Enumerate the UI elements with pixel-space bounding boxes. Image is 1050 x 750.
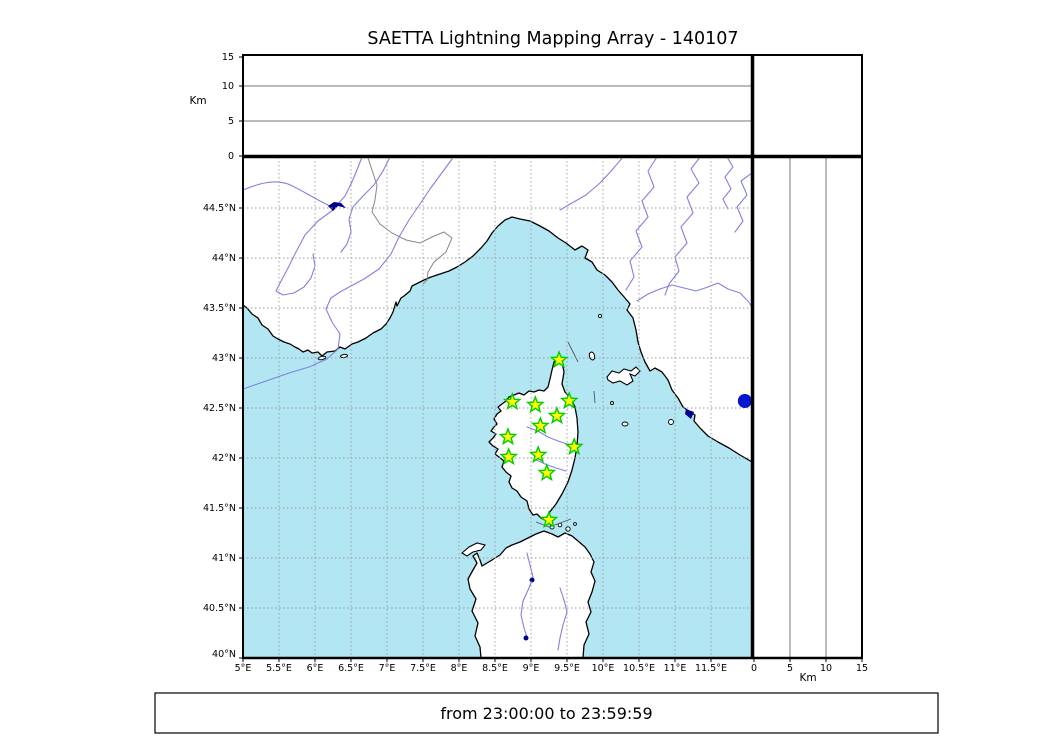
map-marks bbox=[535, 341, 596, 528]
lma-station-marker bbox=[502, 392, 522, 411]
lat-tick-label: 40°N bbox=[212, 649, 236, 660]
lon-tick-label: 11°E bbox=[664, 663, 687, 674]
lat-tick-label: 43°N bbox=[212, 353, 236, 364]
lat-tick-label: 42.5°N bbox=[203, 403, 236, 414]
lma-station-marker bbox=[547, 406, 567, 425]
map-panel bbox=[243, 157, 752, 658]
island-gorgona bbox=[597, 313, 603, 319]
island-capraia bbox=[588, 351, 596, 361]
lon-tick-label: 7°E bbox=[379, 663, 396, 674]
map-markers bbox=[498, 350, 752, 529]
lma-station-marker bbox=[549, 350, 569, 369]
lat-tick-label: 42°N bbox=[212, 453, 236, 464]
country-border-line bbox=[367, 157, 453, 285]
lma-station-marker bbox=[528, 445, 548, 464]
lat-tick-label: 44°N bbox=[212, 253, 236, 264]
lon-tick-label: 5°E bbox=[235, 663, 252, 674]
altitude-vs-latitude-panel bbox=[752, 157, 862, 658]
top-panel-km-axis-label: Km bbox=[189, 95, 206, 107]
axis-tick-labels: 5°E 5.5°E 6°E 6.5°E 7°E 7.5°E 8°E 8.5°E 9°E 9.5°E… bbox=[203, 52, 868, 674]
panel-gridlines bbox=[243, 85, 827, 658]
lon-tick-label: 7.5°E bbox=[410, 663, 436, 674]
island-elba bbox=[606, 366, 641, 386]
lon-tick-label: 8°E bbox=[451, 663, 468, 674]
lma-station-marker bbox=[530, 416, 550, 435]
lma-station-marker bbox=[525, 395, 545, 414]
map-gridlines bbox=[243, 157, 752, 658]
top-panel-km-tick-label: 5 bbox=[228, 116, 234, 127]
lon-tick-label: 5.5°E bbox=[266, 663, 292, 674]
island-islet bbox=[610, 401, 614, 405]
corner-panel bbox=[752, 55, 862, 156]
island-asinara bbox=[461, 542, 486, 557]
lat-tick-label: 43.5°N bbox=[203, 303, 236, 314]
altitude-vs-longitude-panel bbox=[243, 55, 752, 156]
lat-tick-label: 41.5°N bbox=[203, 503, 236, 514]
lma-station-marker bbox=[498, 427, 518, 446]
lon-tick-label: 11.5°E bbox=[695, 663, 727, 674]
island-maddalena-3 bbox=[565, 526, 571, 532]
island-hyeres-2 bbox=[340, 353, 348, 359]
lat-tick-label: 40.5°N bbox=[203, 603, 236, 614]
lon-tick-label: 10.5°E bbox=[623, 663, 655, 674]
lon-tick-label: 10°E bbox=[592, 663, 615, 674]
lon-tick-label: 8.5°E bbox=[482, 663, 508, 674]
lon-tick-label: 6°E bbox=[307, 663, 324, 674]
right-panel-km-tick-label: 0 bbox=[751, 663, 757, 674]
time-range-box bbox=[154, 692, 939, 734]
top-panel-km-tick-label: 0 bbox=[228, 151, 234, 162]
right-panel-km-axis-label: Km bbox=[799, 672, 816, 684]
island-montecristo bbox=[668, 419, 674, 425]
lat-tick-label: 41°N bbox=[212, 553, 236, 564]
lon-tick-label: 9.5°E bbox=[554, 663, 580, 674]
rivers bbox=[243, 157, 752, 651]
lma-station-marker bbox=[564, 437, 584, 456]
top-panel-km-tick-label: 15 bbox=[222, 52, 234, 63]
lma-station-marker bbox=[499, 447, 519, 466]
island-maddalena-4 bbox=[573, 522, 577, 526]
time-range-text: from 23:00:00 to 23:59:59 bbox=[440, 704, 652, 723]
coastline-mainland bbox=[243, 157, 752, 463]
island-pianosa bbox=[621, 421, 629, 427]
event-point-marker bbox=[737, 394, 752, 408]
lon-tick-label: 9°E bbox=[523, 663, 540, 674]
figure-title: SAETTA Lightning Mapping Array - 140107 bbox=[367, 29, 738, 49]
axis-tick-marks bbox=[239, 56, 863, 662]
right-panel-km-tick-label: 15 bbox=[856, 663, 868, 674]
right-panel-km-tick-label: 5 bbox=[787, 663, 793, 674]
lma-station-marker bbox=[539, 510, 559, 529]
lma-station-marker bbox=[559, 391, 579, 410]
lon-tick-label: 6.5°E bbox=[338, 663, 364, 674]
lat-tick-label: 44.5°N bbox=[203, 203, 236, 214]
island-hyeres-1 bbox=[317, 355, 327, 361]
panel-frames bbox=[242, 54, 863, 660]
right-panel-km-tick-label: 10 bbox=[820, 663, 832, 674]
lakes bbox=[328, 202, 694, 641]
top-panel-km-tick-label: 10 bbox=[222, 81, 234, 92]
lma-station-marker bbox=[537, 463, 557, 482]
